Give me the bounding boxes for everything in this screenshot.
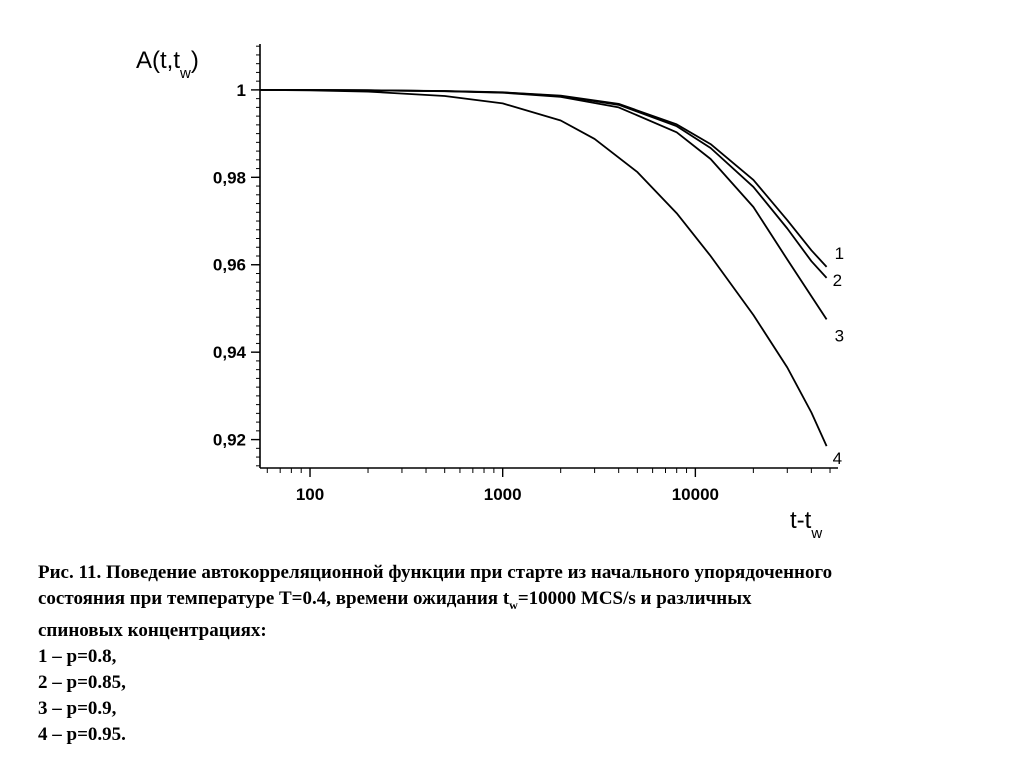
y-tick-label: 0,94 [213,343,247,362]
caption-item-4: 4 – р=0.95. [38,723,126,745]
y-tick-label: 1 [237,81,246,100]
x-tick-label: 100 [296,485,324,504]
axes [259,44,838,469]
series-label-3: 3 [835,326,844,345]
series-label-1: 1 [835,244,844,263]
autocorrelation-chart: 0,92 0,94 0,96 0,98 1 100 1000 10000 1 2 3 4 A(t,t… [136,44,844,542]
ticks: 0,92 0,94 0,96 0,98 1 100 1000 10000 [213,45,831,504]
x-tick-label: 10000 [672,485,719,504]
y-tick-label: 0,98 [213,168,246,187]
series-label-4: 4 [833,449,842,468]
series-line-2 [259,89,828,279]
x-tick-label: 1000 [484,485,522,504]
series-label-2: 2 [833,271,842,290]
caption-line-3: спиновых концентрациях: [38,619,267,641]
caption-item-2: 2 – р=0.85, [38,671,126,693]
series-labels: 1 2 3 4 [833,244,844,468]
caption-line-2-b: =10000 MCS/s и различных [517,588,752,609]
caption-item-3: 3 – р=0.9, [38,697,117,719]
series-group [259,89,828,447]
caption-line-2-sub: w [509,597,518,612]
series-line-4 [259,89,828,447]
y-tick-label: 0,96 [213,256,246,275]
caption-line-1: Рис. 11. Поведение автокорреляционной фу… [38,560,998,586]
caption-line-2-a: состояния при температуре Т=0.4, времени… [38,588,510,609]
series-line-3 [259,89,828,320]
caption-figure-number: Рис. 11 [38,562,97,583]
caption-item-1: 1 – р=0.8, [38,645,117,667]
y-axis-title: A(t,tw) [136,47,199,82]
x-axis-title: t-tw [790,507,822,542]
caption-line-2: состояния при температуре Т=0.4, времени… [38,586,998,618]
y-tick-label: 0,92 [213,431,246,450]
figure-caption: Рис. 11. Поведение автокорреляционной фу… [38,560,998,748]
caption-line-1-text: . Поведение автокорреляционной функции п… [96,562,833,583]
series-line-1 [259,89,828,268]
